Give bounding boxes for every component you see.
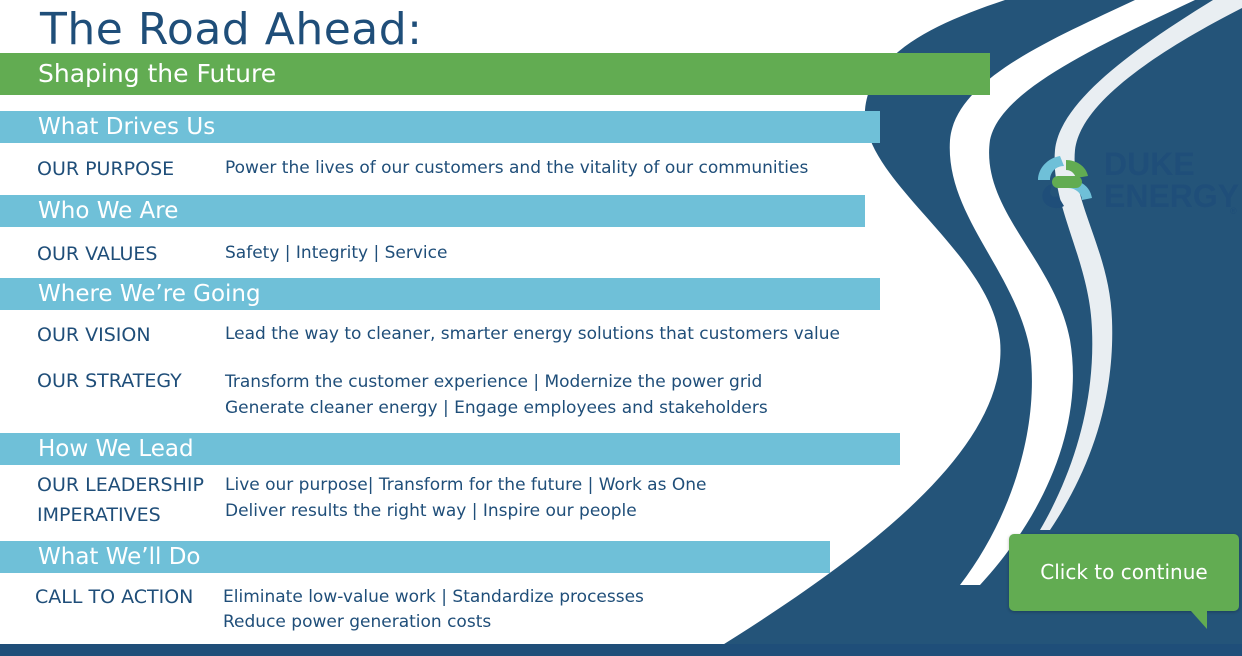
row-value-purpose: Power the lives of our customers and the… bbox=[225, 158, 809, 178]
logo-line-energy: ENERGY bbox=[1104, 178, 1240, 214]
row-value-call-to-action-line1: Eliminate low-value work | Standardize p… bbox=[223, 587, 644, 607]
row-value-leadership-line2: Deliver results the right way | Inspire … bbox=[225, 501, 637, 521]
bottom-strip bbox=[0, 644, 1242, 656]
row-value-strategy-line2: Generate cleaner energy | Engage employe… bbox=[225, 398, 768, 418]
road-surface bbox=[705, 0, 1242, 656]
row-value-leadership-line1: Live our purpose| Transform for the futu… bbox=[225, 475, 707, 495]
registered-mark: ® bbox=[1230, 206, 1237, 216]
section-band bbox=[0, 278, 880, 310]
page-title: The Road Ahead: bbox=[40, 4, 423, 55]
section-band bbox=[0, 111, 880, 143]
logo-wordmark: DUKE ENERGY bbox=[1104, 148, 1239, 212]
row-value-vision: Lead the way to cleaner, smarter energy … bbox=[225, 324, 841, 344]
row-value-values: Safety | Integrity | Service bbox=[225, 243, 448, 263]
callout-tail bbox=[1191, 611, 1207, 629]
continue-button-label: Click to continue bbox=[1040, 560, 1208, 584]
section-heading: What We’ll Do bbox=[38, 544, 201, 570]
continue-button[interactable]: Click to continue bbox=[1009, 534, 1239, 629]
logo-mark-icon bbox=[1038, 156, 1092, 209]
row-key-strategy: OUR STRATEGY bbox=[37, 370, 182, 392]
section-heading: How We Lead bbox=[38, 436, 194, 462]
row-key-values: OUR VALUES bbox=[37, 243, 158, 265]
section-heading: Where We’re Going bbox=[38, 281, 261, 307]
section-band bbox=[0, 541, 830, 573]
page-subtitle: Shaping the Future bbox=[38, 59, 277, 88]
section-heading: What Drives Us bbox=[38, 114, 216, 140]
row-key-purpose: OUR PURPOSE bbox=[37, 158, 175, 180]
row-key-call-to-action: CALL TO ACTION bbox=[35, 586, 194, 608]
section-band bbox=[0, 195, 865, 227]
logo-line-duke: DUKE bbox=[1104, 146, 1195, 182]
row-key-leadership-line2: IMPERATIVES bbox=[37, 504, 161, 526]
row-value-call-to-action-line2: Reduce power generation costs bbox=[223, 612, 492, 632]
row-value-strategy-line1: Transform the customer experience | Mode… bbox=[225, 372, 763, 392]
section-heading: Who We Are bbox=[38, 198, 179, 224]
section-band bbox=[0, 433, 900, 465]
row-key-vision: OUR VISION bbox=[37, 324, 151, 346]
subtitle-banner bbox=[0, 53, 990, 95]
row-key-leadership-line1: OUR LEADERSHIP bbox=[37, 474, 204, 496]
duke-energy-logo: DUKE ENERGY ® bbox=[1030, 148, 1242, 220]
road-lane-stripe-2 bbox=[1040, 0, 1242, 530]
